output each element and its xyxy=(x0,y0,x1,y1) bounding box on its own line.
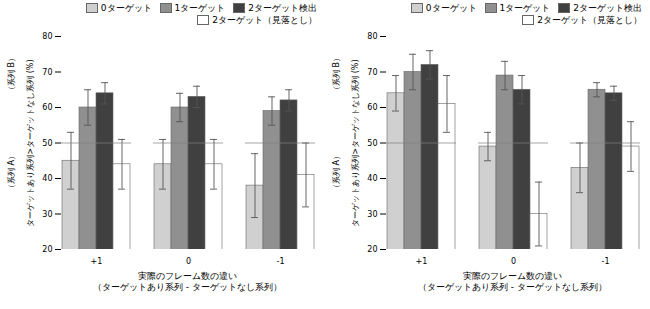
html-text:2ターゲット（見落とし）: 2ターゲット（見落とし） xyxy=(537,15,642,25)
html-text:1ターゲット: 1ターゲット xyxy=(174,3,226,13)
svg-text:（系列 A）: （系列 A） xyxy=(7,152,16,192)
svg-text:60: 60 xyxy=(367,103,377,112)
html-text:2ターゲット検出: 2ターゲット検出 xyxy=(573,3,642,13)
svg-text:（系列 B）: （系列 B） xyxy=(332,54,341,94)
svg-text:（系列 B）: （系列 B） xyxy=(7,54,16,94)
svg-text:20: 20 xyxy=(367,245,377,254)
svg-text:0: 0 xyxy=(511,257,516,266)
svg-text:50: 50 xyxy=(42,139,52,148)
svg-text:ターゲットあり系列>ターゲットなし系列 (%): ターゲットあり系列>ターゲットなし系列 (%) xyxy=(351,59,360,226)
html-text:実際のフレーム数の違い （ターゲットあり系列 - ターゲット: 実際のフレーム数の違い （ターゲットあり系列 - ターゲットなし系列） xyxy=(93,271,282,292)
svg-text:-1: -1 xyxy=(602,257,610,266)
svg-text:20: 20 xyxy=(42,245,52,254)
svg-text:ターゲットあり系列>ターゲットなし系列 (%): ターゲットあり系列>ターゲットなし系列 (%) xyxy=(26,59,35,226)
html-text:0ターゲット: 0ターゲット xyxy=(100,3,152,13)
svg-text:+1: +1 xyxy=(91,257,103,266)
svg-text:0: 0 xyxy=(186,257,191,266)
svg-text:70: 70 xyxy=(42,68,52,77)
svg-text:30: 30 xyxy=(42,210,52,219)
html-text:実際のフレーム数の違い （ターゲットあり系列 - ターゲット: 実際のフレーム数の違い （ターゲットあり系列 - ターゲットなし系列） xyxy=(418,271,607,292)
svg-text:60: 60 xyxy=(42,103,52,112)
svg-text:80: 80 xyxy=(42,32,52,41)
svg-text:（系列 A）: （系列 A） xyxy=(332,152,341,192)
svg-text:70: 70 xyxy=(367,68,377,77)
svg-text:40: 40 xyxy=(367,174,377,183)
svg-text:30: 30 xyxy=(367,210,377,219)
svg-text:50: 50 xyxy=(367,139,377,148)
html-text:2ターゲット（見落とし）: 2ターゲット（見落とし） xyxy=(212,15,317,25)
svg-text:+1: +1 xyxy=(416,257,428,266)
svg-text:40: 40 xyxy=(42,174,52,183)
html-text:1ターゲット: 1ターゲット xyxy=(499,3,551,13)
html-text:0ターゲット: 0ターゲット xyxy=(425,3,477,13)
svg-text:80: 80 xyxy=(367,32,377,41)
svg-text:-1: -1 xyxy=(277,257,285,266)
html-text:2ターゲット検出: 2ターゲット検出 xyxy=(248,3,317,13)
